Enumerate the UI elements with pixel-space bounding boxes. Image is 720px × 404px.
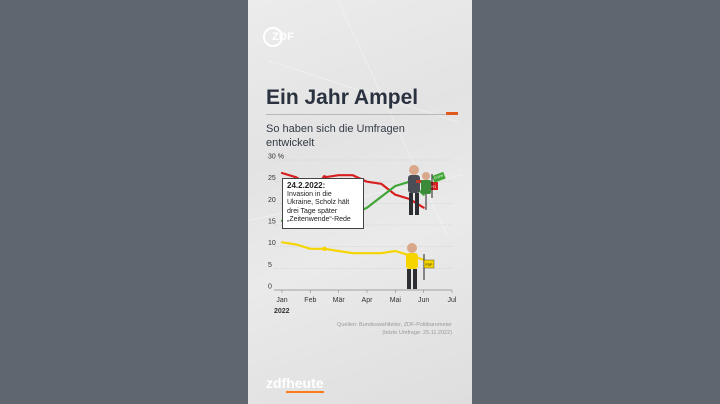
right-background	[472, 0, 720, 404]
gruene-flag-label: Grüne	[433, 173, 444, 180]
y-axis-ticks: 0 5 10 15 20 25 30 %	[268, 154, 284, 291]
zdfheute-logo[interactable]: zdfheute	[266, 375, 324, 393]
x-tick-label: Apr	[362, 297, 374, 304]
y-tick-label: 15	[268, 219, 276, 226]
sources-line-2: (letzte Umfrage: 25.11.2022)	[382, 329, 452, 336]
zdf-logo-text: ZDF	[272, 31, 294, 43]
x-tick-label: Jan	[276, 297, 287, 304]
fdp-flag-label: FDP	[426, 263, 434, 267]
x-tick-label: Jun	[418, 297, 429, 304]
x-tick-label: Mai	[390, 297, 402, 304]
x-tick-label: Feb	[304, 297, 316, 304]
politician-figure-fdp-icon: FDP	[400, 240, 440, 300]
zdfheute-logo-zdf: zdf	[266, 375, 287, 391]
series-line-fdp	[280, 241, 425, 261]
chart-subtitle: So haben sich die Umfragen entwickelt	[266, 123, 405, 149]
series-point-fdp	[322, 246, 327, 252]
chart-title: Ein Jahr Ampel	[266, 86, 419, 109]
title-divider	[266, 114, 456, 115]
zdfheute-logo-heute: heute	[286, 375, 324, 393]
y-tick-label: 5	[268, 262, 272, 269]
x-tick-label: Jul	[448, 297, 457, 304]
y-tick-label: 20	[268, 197, 276, 204]
sources-line-1: Quellen: Bundeswahlleiter, ZDF-Politbaro…	[337, 322, 452, 328]
story-panel: ZDF Ein Jahr Ampel So haben sich die Umf…	[248, 0, 472, 404]
annotation-callout: 24.2.2022: Invasion in die Ukraine, Scho…	[282, 178, 364, 229]
x-tick-label: Mär	[333, 297, 346, 304]
annotation-text: Invasion in die Ukraine, Scholz hält dre…	[287, 190, 351, 224]
zdf-logo-ring-icon	[263, 27, 283, 47]
politician-figure-gruene-icon: Grüne	[420, 168, 450, 213]
title-divider-accent	[446, 112, 458, 115]
zdf-logo[interactable]: ZDF	[263, 27, 299, 47]
y-tick-label: 30 %	[268, 154, 284, 161]
y-tick-label: 25	[268, 175, 276, 182]
x-year-label: 2022	[274, 308, 290, 315]
x-axis-ticks: Jan Feb Mär Apr Mai Jun Jul	[276, 290, 457, 304]
sources-note: Quellen: Bundeswahlleiter, ZDF-Politbaro…	[302, 322, 452, 337]
left-background	[0, 0, 248, 404]
y-tick-label: 10	[268, 240, 276, 247]
y-tick-label: 0	[268, 284, 272, 291]
annotation-date: 24.2.2022:	[287, 181, 326, 190]
